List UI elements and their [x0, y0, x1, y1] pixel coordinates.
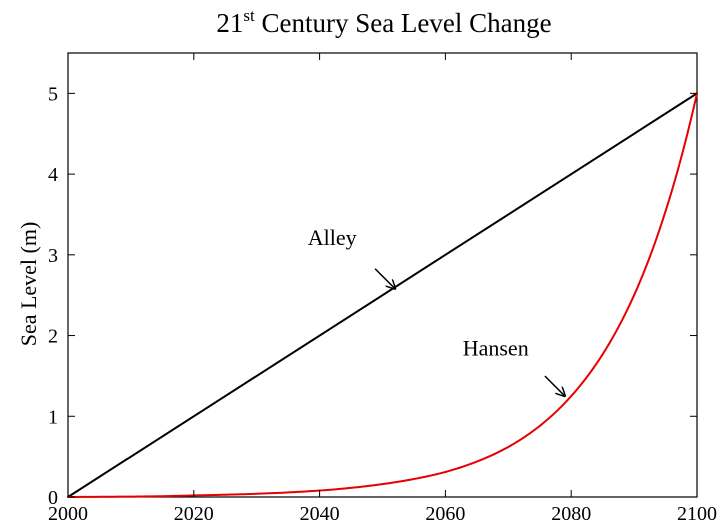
y-tick-label: 3 [48, 245, 58, 267]
y-tick-label: 4 [48, 164, 58, 186]
y-tick-label: 5 [48, 83, 58, 105]
x-tick-label: 2020 [174, 503, 214, 525]
title-base: 21 [216, 8, 243, 38]
chart-title: 21st Century Sea Level Change [216, 6, 551, 38]
annotation-label-alley: Alley [308, 225, 357, 250]
annotation-arrow-alley [374, 268, 395, 289]
y-tick-label: 2 [48, 326, 58, 348]
annotation-label-hansen: Hansen [463, 336, 529, 361]
plot-area [67, 52, 698, 498]
x-tick-label: 2060 [425, 503, 465, 525]
plot-frame [67, 52, 698, 498]
annotation-arrow-hansen [544, 375, 565, 396]
title-superscript: st [243, 6, 255, 25]
x-tick-label: 2000 [48, 503, 88, 525]
series-layer [67, 92, 698, 498]
y-tick-label: 1 [48, 406, 58, 428]
annotations-layer: Alley Hansen [308, 225, 565, 396]
title-rest: Century Sea Level Change [255, 8, 552, 38]
x-tick-label: 2080 [551, 503, 591, 525]
y-tick-label: 0 [48, 487, 58, 509]
y-axis-label: Sea Level (m) [16, 222, 41, 347]
x-tick-label: 2040 [300, 503, 340, 525]
x-tick-label: 2100 [677, 503, 717, 525]
series-line-alley [67, 92, 698, 498]
axes-layer: 2000 2020 2040 2060 2080 2100 0 1 2 3 4 5 [48, 53, 717, 525]
series-line-hansen [67, 92, 698, 498]
